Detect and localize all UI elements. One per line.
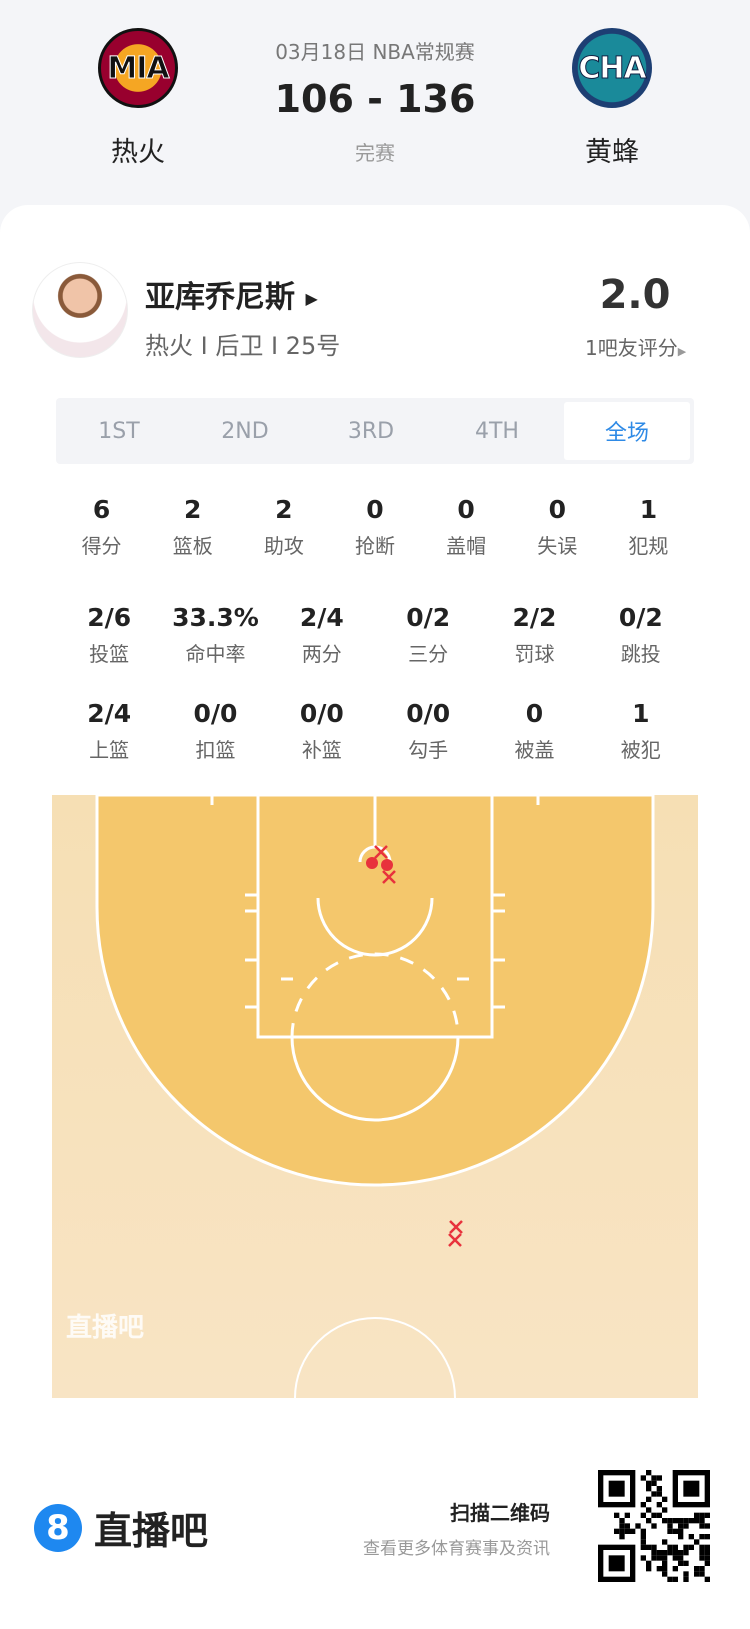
stat-value: 0/2 bbox=[618, 603, 663, 632]
player-name-link[interactable]: 亚库乔尼斯 ▶ bbox=[145, 272, 318, 316]
stat-item: 0 失误 bbox=[512, 495, 603, 559]
stat-label: 投篮 bbox=[89, 642, 130, 666]
tab-2nd[interactable]: 2ND bbox=[221, 418, 269, 444]
caret-right-icon: ▶ bbox=[677, 345, 687, 358]
stat-value: 0 bbox=[525, 699, 544, 728]
stat-value: 2/2 bbox=[512, 603, 557, 632]
stat-value: 0/0 bbox=[193, 699, 238, 728]
stat-item: 2/6 投篮 bbox=[56, 603, 162, 667]
home-team[interactable]: MIA 热火 bbox=[68, 28, 208, 169]
stat-label: 两分 bbox=[301, 642, 342, 666]
made-shot-dot bbox=[381, 859, 393, 871]
stat-item: 0/2 跳投 bbox=[588, 603, 694, 667]
stat-item: 0 盖帽 bbox=[421, 495, 512, 559]
stat-label: 助攻 bbox=[263, 534, 304, 558]
stat-value: 1 bbox=[639, 495, 658, 524]
home-team-name: 热火 bbox=[111, 137, 165, 168]
missed-shot-x bbox=[382, 870, 396, 884]
stat-item: 0/0 扣篮 bbox=[162, 699, 268, 763]
stat-label: 被盖 bbox=[514, 738, 555, 762]
stat-value: 2 bbox=[184, 495, 202, 524]
stat-item: 0/2 三分 bbox=[375, 603, 481, 667]
stat-value: 2/4 bbox=[299, 603, 344, 632]
player-info: 热火 I 后卫 I 25号 bbox=[145, 332, 341, 360]
stats-row-basic: 6 得分 2 篮板 2 助攻 0 抢断 0 盖帽 0 失误 1 犯规 bbox=[56, 495, 694, 559]
stat-label: 盖帽 bbox=[446, 534, 487, 558]
stat-value: 0/0 bbox=[299, 699, 344, 728]
period-tabs: 1ST 2ND 3RD 4TH 全场 bbox=[56, 398, 694, 464]
stat-value: 0 bbox=[457, 495, 475, 524]
missed-shot-x bbox=[374, 845, 388, 859]
stat-label: 被犯 bbox=[620, 738, 661, 762]
qr-code[interactable] bbox=[598, 1470, 710, 1582]
stat-item: 2 篮板 bbox=[147, 495, 238, 559]
stat-item: 0 抢断 bbox=[329, 495, 420, 559]
tab-3rd[interactable]: 3RD bbox=[347, 418, 395, 444]
stat-item: 2/4 上篮 bbox=[56, 699, 162, 763]
brand-logo-icon: 8 bbox=[34, 1503, 82, 1552]
stat-item: 1 犯规 bbox=[603, 495, 694, 559]
game-status: 完赛 bbox=[355, 141, 395, 165]
stat-value: 2 bbox=[275, 495, 293, 524]
tab-1st[interactable]: 1ST bbox=[98, 418, 140, 444]
game-score: 106 - 136 bbox=[274, 77, 476, 121]
stat-label: 补篮 bbox=[301, 738, 342, 762]
stat-label: 勾手 bbox=[408, 738, 449, 762]
home-team-logo: MIA bbox=[98, 28, 178, 108]
stat-item: 33.3% 命中率 bbox=[162, 603, 268, 667]
stat-label: 得分 bbox=[81, 534, 122, 558]
stat-value: 1 bbox=[632, 699, 650, 728]
brand-name: 直播吧 bbox=[94, 1509, 209, 1553]
caret-right-icon: ▶ bbox=[305, 289, 318, 308]
stat-item: 0 被盖 bbox=[481, 699, 587, 763]
away-team[interactable]: CHA 黄蜂 bbox=[542, 28, 682, 169]
stat-value: 33.3% bbox=[172, 603, 259, 632]
stat-item: 2/2 罚球 bbox=[481, 603, 587, 667]
stat-label: 上篮 bbox=[89, 738, 130, 762]
stat-item: 2 助攻 bbox=[238, 495, 329, 559]
footer-description: 查看更多体育赛事及资讯 bbox=[363, 1539, 550, 1559]
away-team-logo: CHA bbox=[572, 28, 652, 108]
stats-row-shot-types: 2/4 上篮 0/0 扣篮 0/0 补篮 0/0 勾手 0 被盖 1 被犯 bbox=[56, 699, 694, 763]
footer-brand[interactable]: 8 直播吧 bbox=[34, 1500, 208, 1555]
player-avatar[interactable] bbox=[32, 262, 128, 358]
tab-4th[interactable]: 4TH bbox=[475, 418, 519, 444]
stat-value: 0 bbox=[548, 495, 566, 524]
player-name: 亚库乔尼斯 bbox=[145, 280, 295, 315]
scan-qr-label: 扫描二维码 bbox=[450, 1501, 550, 1525]
stat-value: 6 bbox=[92, 495, 111, 524]
player-rating: 2.0 bbox=[599, 272, 671, 318]
stat-label: 抢断 bbox=[354, 534, 395, 558]
stat-item: 1 被犯 bbox=[588, 699, 694, 763]
stat-value: 2/4 bbox=[87, 699, 132, 728]
rating-label: 1吧友评分 bbox=[585, 336, 678, 360]
rating-link[interactable]: 1吧友评分▶ bbox=[585, 332, 686, 361]
stat-label: 命中率 bbox=[185, 642, 246, 666]
stat-label: 篮板 bbox=[172, 534, 213, 558]
game-date-league: 03月18日 NBA常规赛 bbox=[275, 40, 475, 64]
missed-shot-x bbox=[448, 1233, 462, 1247]
stats-row-shooting: 2/6 投篮 33.3% 命中率 2/4 两分 0/2 三分 2/2 罚球 0/2 跳投 bbox=[56, 603, 694, 667]
stat-item: 2/4 两分 bbox=[269, 603, 375, 667]
stat-value: 0 bbox=[366, 495, 384, 524]
stat-label: 失误 bbox=[537, 534, 578, 558]
missed-shot-x bbox=[449, 1220, 463, 1234]
stat-value: 0/2 bbox=[406, 603, 451, 632]
stat-label: 扣篮 bbox=[195, 738, 236, 762]
watermark: 直播吧 bbox=[66, 1313, 145, 1343]
stat-value: 2/6 bbox=[87, 603, 132, 632]
stat-item: 6 得分 bbox=[56, 495, 147, 559]
shot-chart: 直播吧 bbox=[52, 793, 698, 1479]
stat-item: 0/0 勾手 bbox=[375, 699, 481, 763]
stat-label: 三分 bbox=[408, 642, 449, 666]
stat-label: 罚球 bbox=[514, 642, 555, 666]
basketball-court bbox=[52, 793, 698, 1479]
stat-item: 0/0 补篮 bbox=[269, 699, 375, 763]
made-shot-dot bbox=[366, 857, 378, 869]
away-team-name: 黄蜂 bbox=[585, 137, 639, 168]
stat-value: 0/0 bbox=[406, 699, 451, 728]
stat-label: 跳投 bbox=[620, 642, 661, 666]
stat-label: 犯规 bbox=[628, 534, 669, 558]
tab-full-game[interactable]: 全场 bbox=[564, 402, 690, 460]
